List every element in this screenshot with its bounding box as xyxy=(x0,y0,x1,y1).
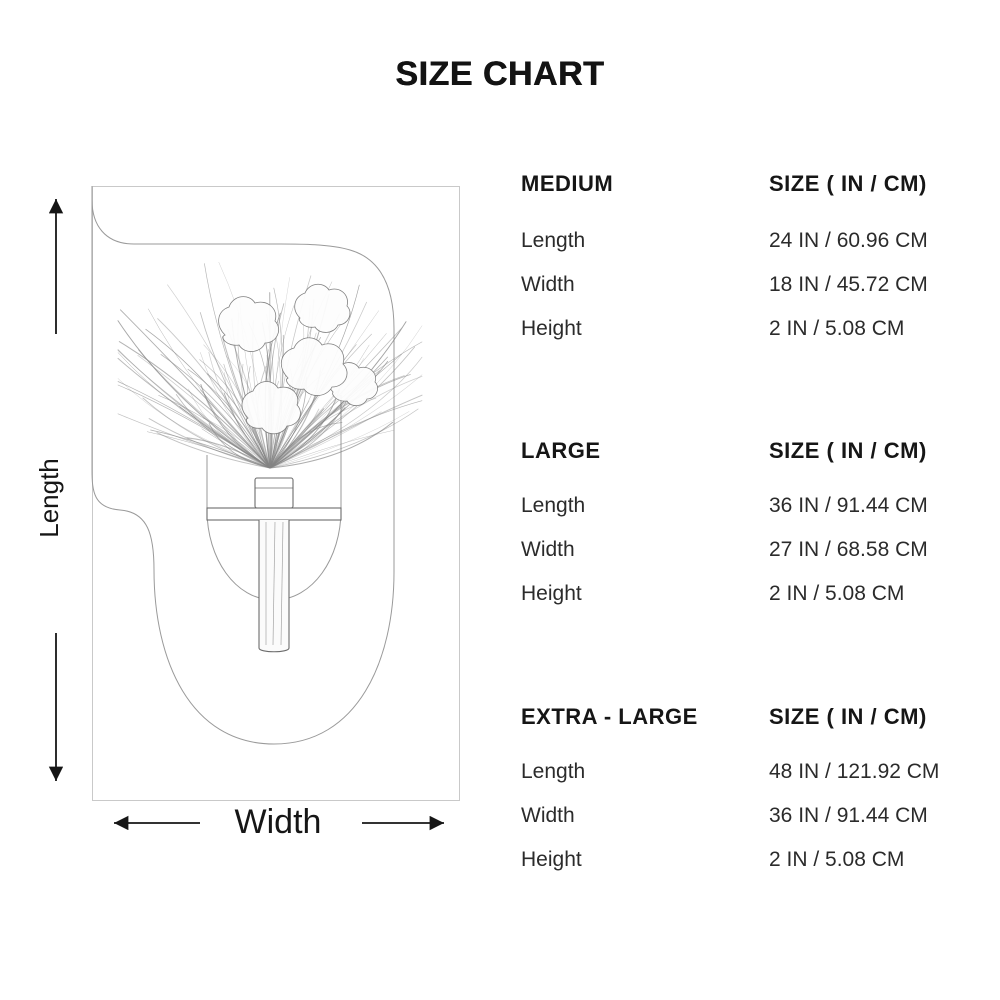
svg-text:Length: Length xyxy=(34,458,64,538)
